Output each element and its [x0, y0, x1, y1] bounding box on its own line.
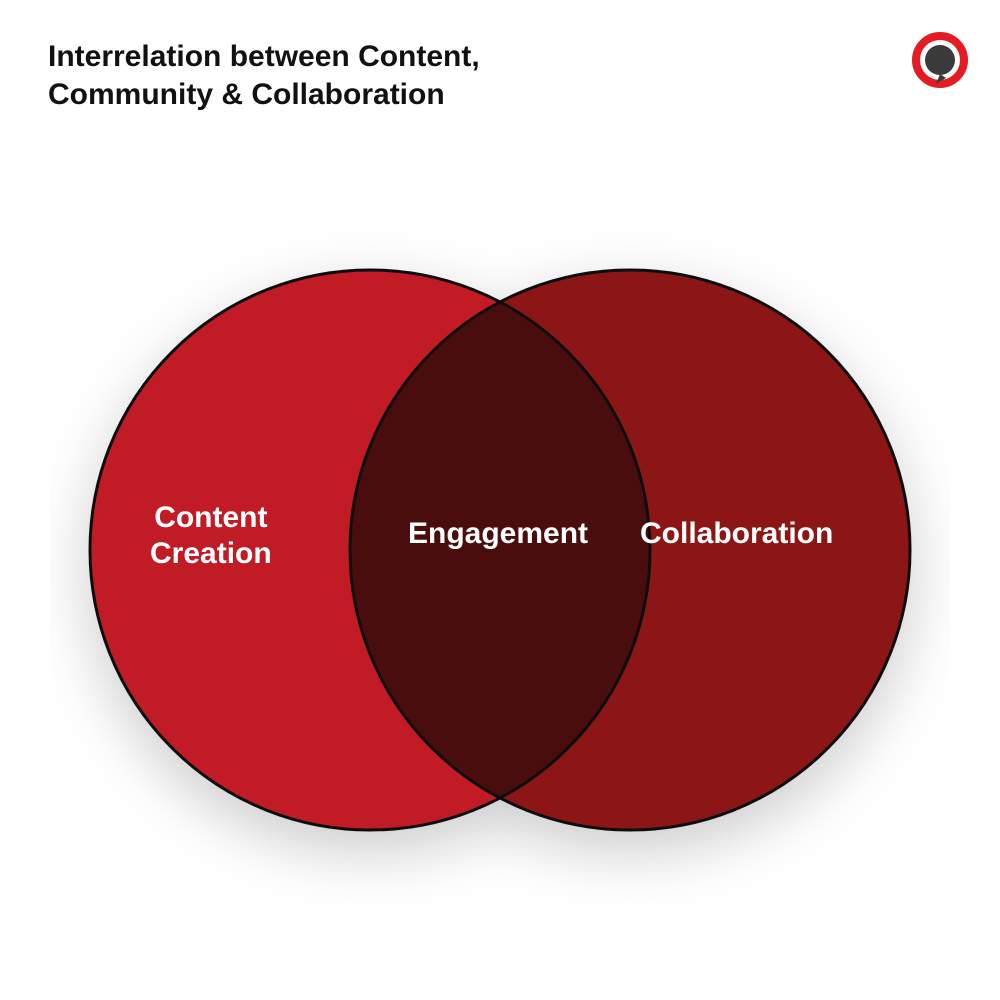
venn-label-center: Engagement	[408, 516, 588, 552]
page-title: Interrelation between Content, Community…	[48, 38, 648, 113]
venn-diagram: Content Creation Engagement Collaboratio…	[50, 170, 950, 930]
logo-icon	[910, 30, 970, 90]
venn-label-left: Content Creation	[150, 500, 272, 572]
brand-logo	[910, 30, 970, 90]
venn-label-right: Collaboration	[640, 516, 833, 552]
